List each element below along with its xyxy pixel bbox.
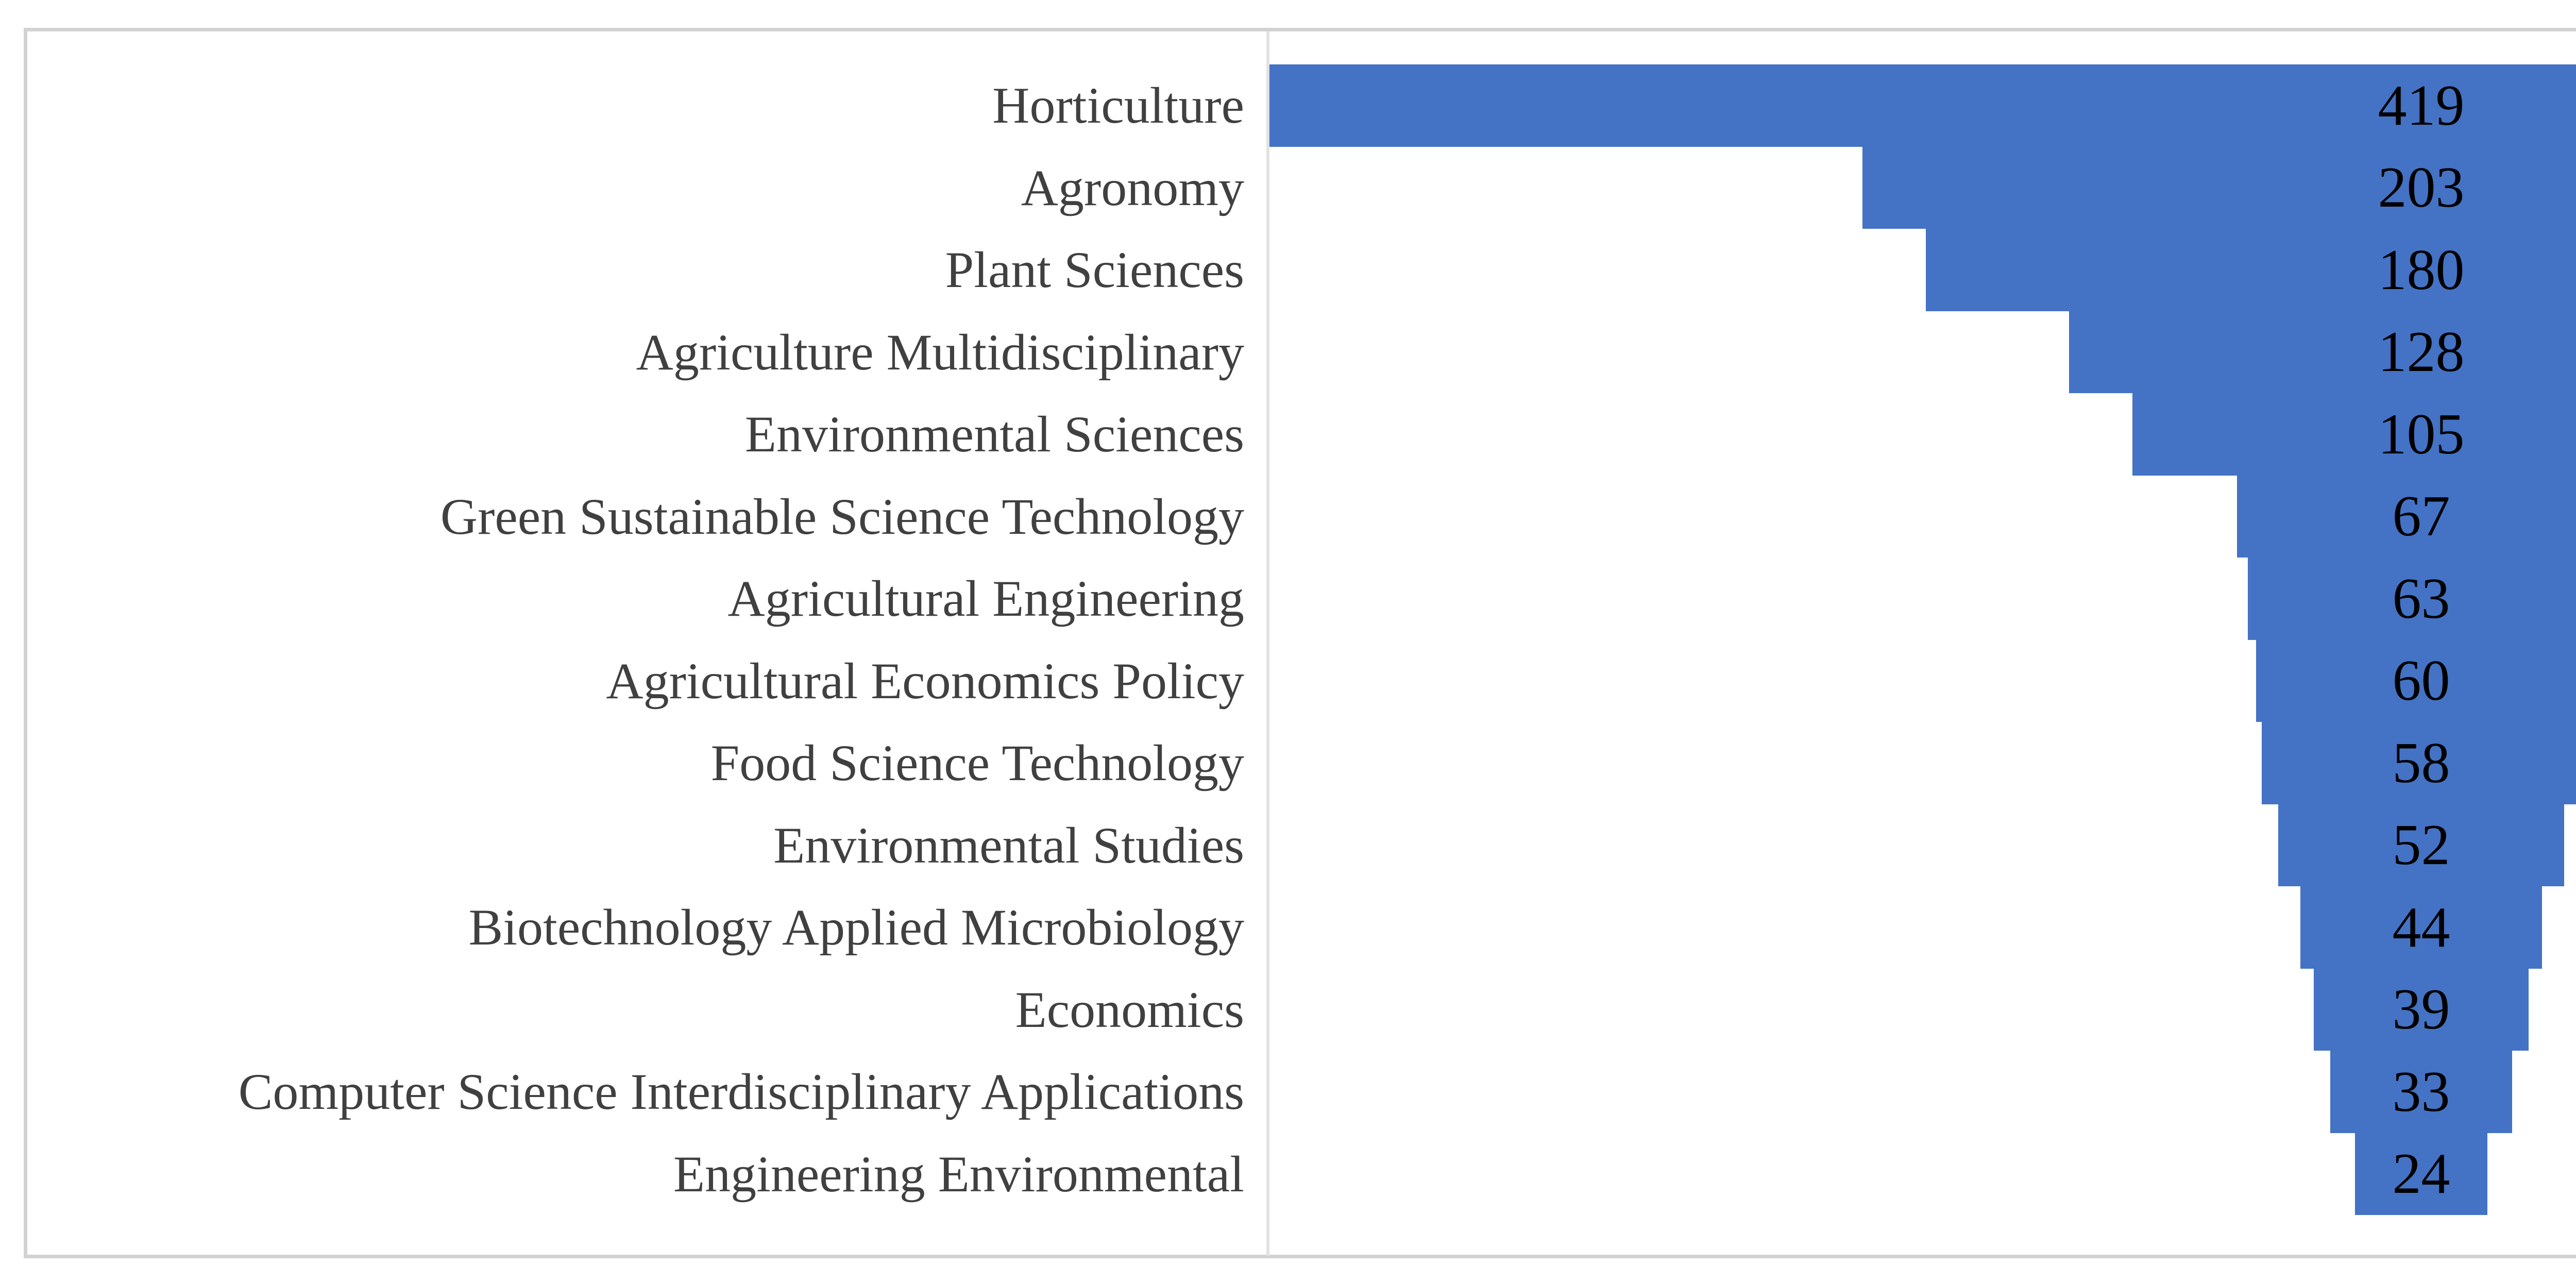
bar-value-label: 60 (2392, 649, 2450, 713)
funnel-row: Food Science Technology 58 (0, 722, 2576, 804)
bar-track: 58 (1268, 722, 2576, 804)
category-label: Environmental Sciences (744, 406, 1244, 463)
funnel-bar: 105 (2132, 393, 2576, 476)
funnel-row: Computer Science Interdisciplinary Appli… (0, 1051, 2576, 1133)
bar-track: 105 (1268, 393, 2576, 476)
funnel-row: Environmental Sciences 105 (0, 393, 2576, 476)
funnel-bar: 60 (2256, 639, 2576, 722)
bar-value-label: 419 (2378, 73, 2465, 138)
bar-track: 44 (1268, 886, 2576, 969)
funnel-row: Agricultural Economics Policy 60 (0, 639, 2576, 722)
category-label: Agricultural Engineering (727, 570, 1244, 628)
bar-track: 419 (1268, 64, 2576, 147)
bar-track: 52 (1268, 804, 2576, 886)
funnel-row: Agriculture Multidisciplinary 128 (0, 311, 2576, 393)
bar-track: 24 (1268, 1133, 2576, 1215)
funnel-row: Agronomy 203 (0, 146, 2576, 229)
funnel-row: Environmental Studies 52 (0, 804, 2576, 886)
bar-value-label: 180 (2378, 238, 2465, 302)
bar-value-label: 44 (2392, 895, 2450, 959)
category-label: Horticulture (992, 77, 1244, 134)
funnel-bar: 39 (2314, 968, 2529, 1051)
bar-track: 203 (1268, 146, 2576, 229)
chart-border-frame (24, 28, 2576, 1258)
funnel-bar: 58 (2261, 722, 2576, 804)
funnel-bar: 419 (1268, 64, 2576, 147)
funnel-bar: 180 (1926, 229, 2576, 311)
bar-track: 128 (1268, 311, 2576, 393)
funnel-bar: 128 (2069, 311, 2576, 393)
bar-value-label: 24 (2392, 1142, 2450, 1206)
funnel-row: Agricultural Engineering 63 (0, 558, 2576, 640)
category-label: Plant Sciences (945, 241, 1244, 299)
category-label: Biotechnology Applied Microbiology (468, 899, 1244, 956)
category-label: Environmental Studies (773, 816, 1244, 874)
funnel-bar: 24 (2355, 1133, 2487, 1215)
bar-track: 63 (1268, 558, 2576, 640)
category-label: Green Sustainable Science Technology (440, 487, 1244, 545)
funnel-row: Horticulture 419 (0, 64, 2576, 147)
category-label: Agriculture Multidisciplinary (636, 323, 1244, 381)
funnel-bar: 203 (1862, 146, 2576, 229)
category-label: Economics (1015, 981, 1244, 1038)
funnel-rows: Horticulture 419 Agronomy 203 Plant Scie… (0, 64, 2576, 1215)
category-axis-line (1266, 31, 1269, 1256)
funnel-row: Economics 39 (0, 968, 2576, 1051)
bar-value-label: 52 (2392, 813, 2450, 878)
bar-track: 60 (1268, 639, 2576, 722)
bar-track: 180 (1268, 229, 2576, 311)
bar-value-label: 63 (2392, 566, 2450, 631)
category-label: Food Science Technology (710, 734, 1244, 792)
bar-value-label: 128 (2378, 320, 2465, 384)
funnel-row: Green Sustainable Science Technology 67 (0, 475, 2576, 558)
funnel-bar: 52 (2278, 804, 2565, 886)
funnel-row: Engineering Environmental 24 (0, 1133, 2576, 1215)
funnel-bar: 33 (2330, 1051, 2512, 1133)
bar-track: 39 (1268, 968, 2576, 1051)
funnel-bar: 67 (2236, 475, 2576, 558)
bar-track: 67 (1268, 475, 2576, 558)
bar-value-label: 203 (2378, 156, 2465, 220)
funnel-row: Plant Sciences 180 (0, 229, 2576, 311)
bar-track: 33 (1268, 1051, 2576, 1133)
bar-value-label: 39 (2392, 977, 2450, 1042)
funnel-bar: 63 (2248, 558, 2576, 640)
funnel-row: Biotechnology Applied Microbiology 44 (0, 886, 2576, 969)
category-label: Agronomy (1021, 159, 1244, 216)
funnel-bar: 44 (2300, 886, 2543, 969)
bar-value-label: 105 (2378, 402, 2465, 466)
bar-value-label: 67 (2392, 484, 2450, 549)
bar-value-label: 33 (2392, 1059, 2450, 1124)
category-label: Engineering Environmental (673, 1145, 1244, 1203)
bar-value-label: 58 (2392, 731, 2450, 795)
category-label: Computer Science Interdisciplinary Appli… (238, 1063, 1244, 1121)
category-label: Agricultural Economics Policy (606, 652, 1244, 710)
